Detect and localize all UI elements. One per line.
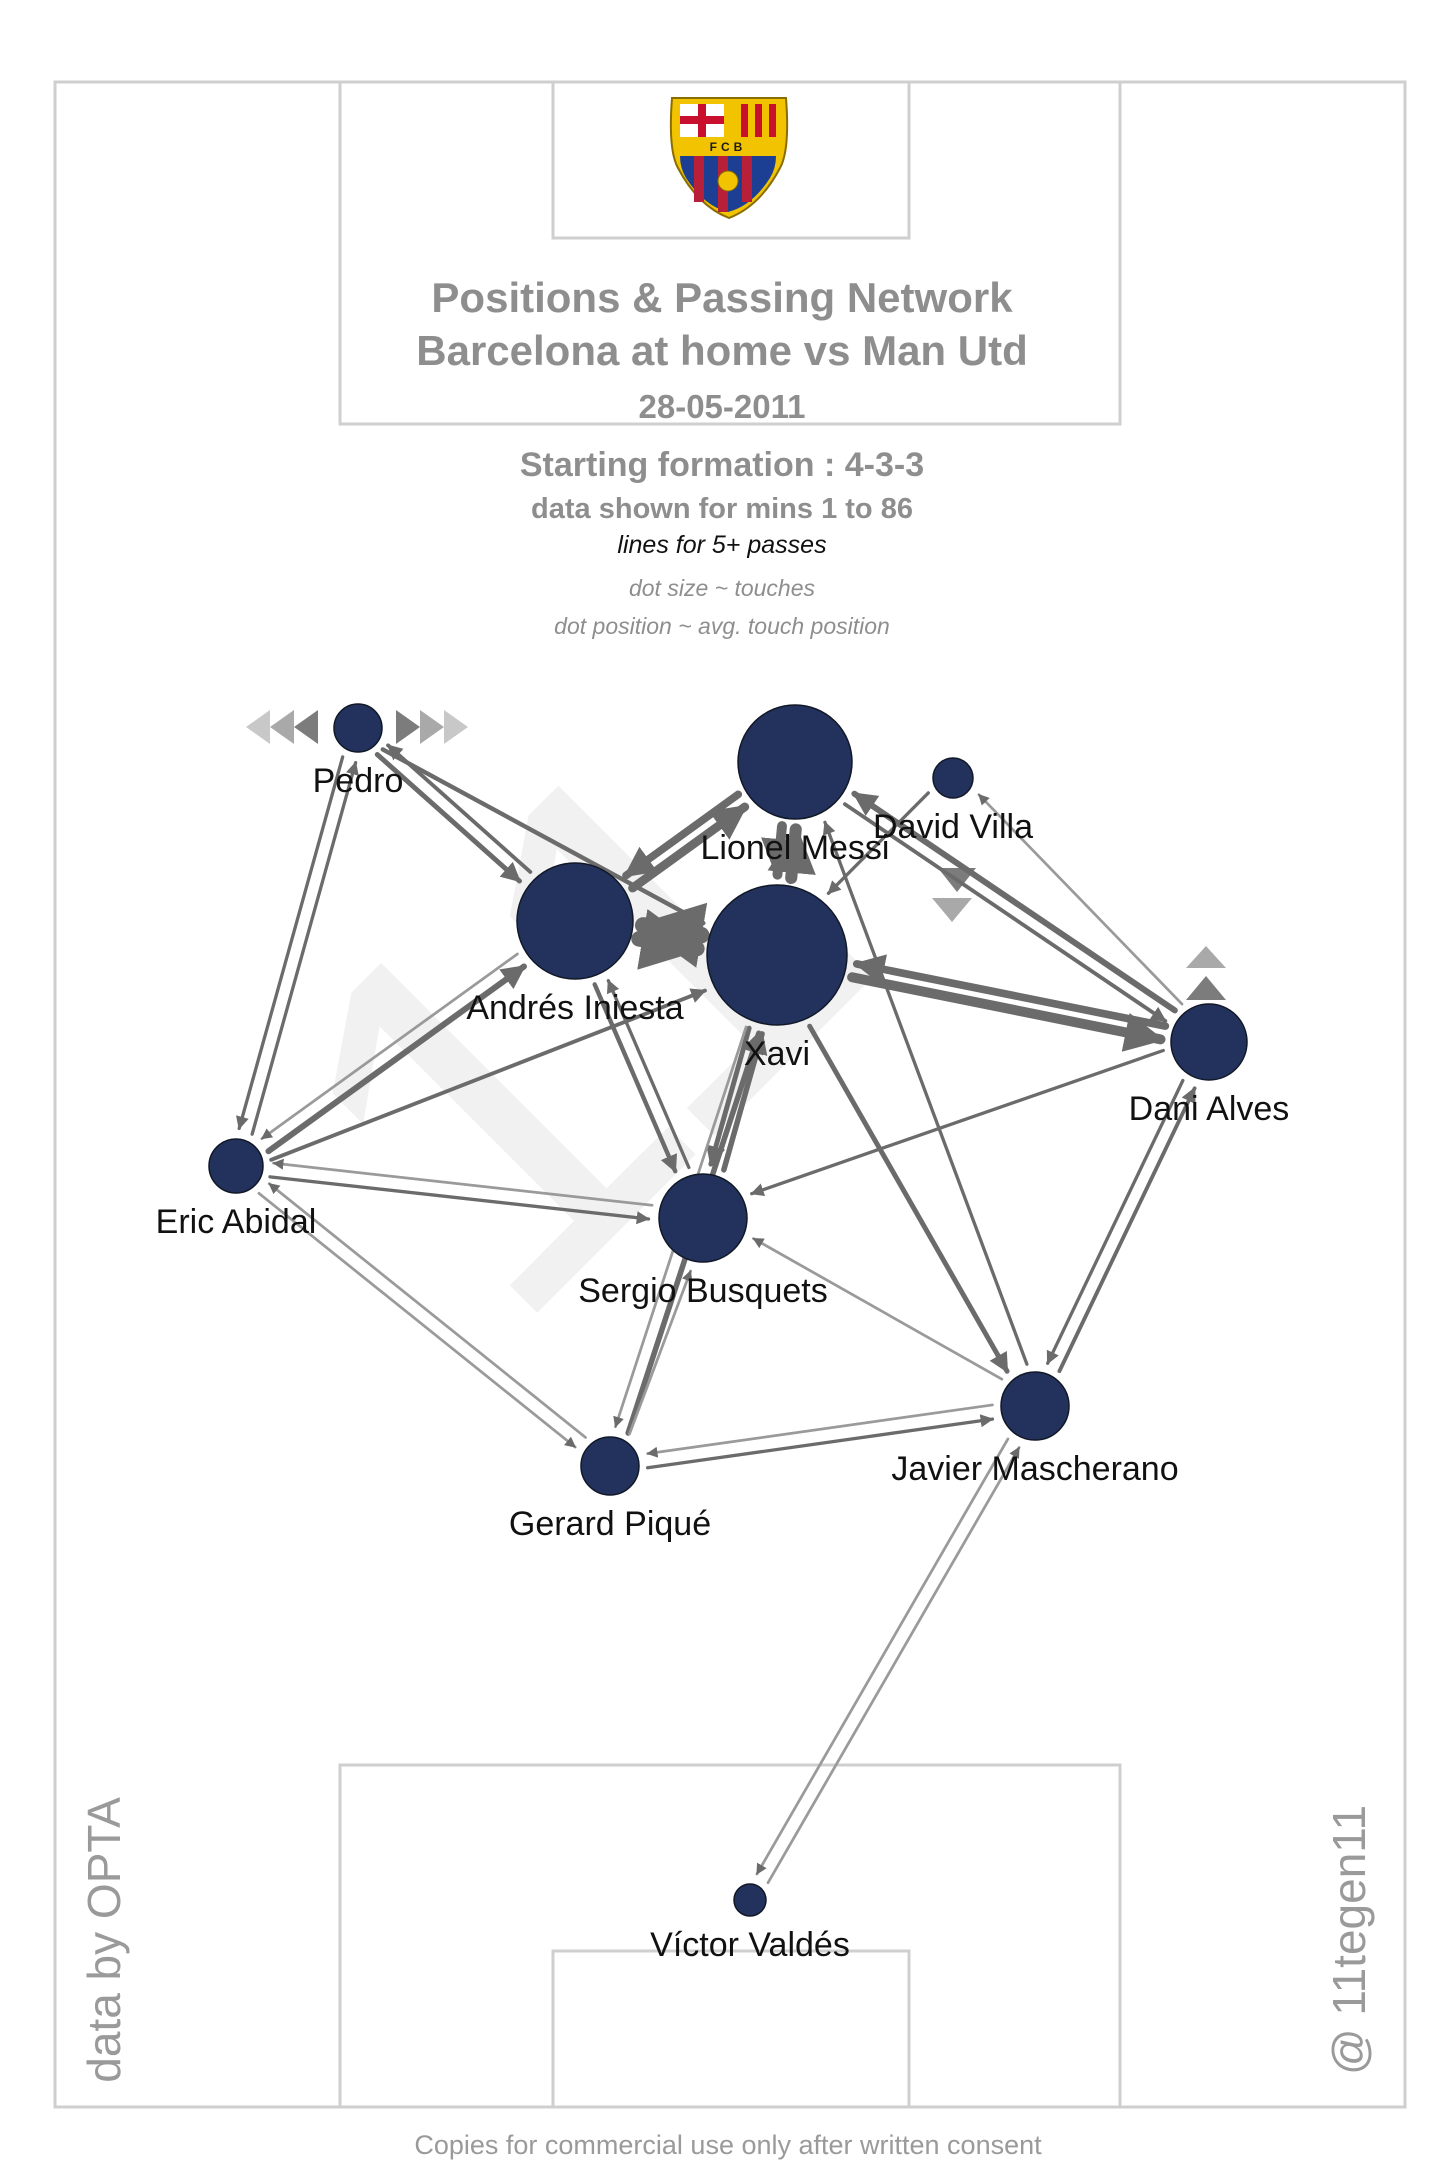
player-node-gerard-pique — [580, 1436, 640, 1496]
pass-line-pedro-to-andres-iniesta — [374, 752, 523, 884]
pitch — [53, 80, 1407, 2109]
pass-line-lionel-messi-to-xavi — [761, 821, 801, 880]
player-label-javier-mascherano: Javier Mascherano — [891, 1450, 1178, 1488]
pass-line-dani-alves-to-xavi — [852, 954, 1170, 1030]
player-label-victor-valdes: Víctor Valdés — [650, 1926, 850, 1964]
player-node-eric-abidal — [208, 1138, 264, 1194]
pass-line-gerard-pique-to-javier-mascherano — [645, 1414, 995, 1470]
pass-line-dani-alves-to-javier-mascherano — [1046, 1078, 1185, 1365]
arrow-right-icon — [444, 710, 468, 744]
pass-line-eric-abidal-to-gerard-pique — [257, 1191, 577, 1449]
arrow-up-icon — [1186, 976, 1226, 1000]
copyright-footer: Copies for commercial use only after wri… — [414, 2130, 1042, 2160]
chart-title-line1: Positions & Passing Network — [431, 274, 1013, 321]
arrow-right-icon — [420, 710, 444, 744]
player-node-lionel-messi — [737, 704, 853, 820]
pass-line-victor-valdes-to-javier-mascherano — [766, 1446, 1021, 1885]
top-goal-box — [551, 80, 911, 240]
data-source-label: data by OPTA — [78, 1797, 130, 2083]
pass-line-sergio-busquets-to-andres-iniesta — [606, 979, 691, 1170]
pass-line-pedro-to-eric-abidal — [236, 755, 345, 1131]
size-note: dot size ~ touches — [629, 575, 816, 601]
pass-line-gerard-pique-to-eric-abidal — [267, 1182, 587, 1439]
player-label-dani-alves: Dani Alves — [1129, 1090, 1290, 1128]
player-node-dani-alves — [1170, 1003, 1248, 1081]
player-label-gerard-pique: Gerard Piqué — [509, 1505, 711, 1543]
pass-line-javier-mascherano-to-victor-valdes — [755, 1437, 1010, 1876]
pass-line-eric-abidal-to-sergio-busquets — [268, 1175, 651, 1225]
pass-line-javier-mascherano-to-gerard-pique — [646, 1403, 994, 1458]
arrow-left-icon — [246, 710, 270, 744]
pass-line-lionel-messi-to-andres-iniesta — [622, 790, 743, 880]
player-label-david-villa: David Villa — [873, 808, 1033, 846]
fcb-crest: FCB — [669, 97, 789, 220]
pass-line-lionel-messi-to-dani-alves — [842, 802, 1168, 1023]
arrow-up-icon — [1186, 946, 1226, 968]
player-node-pedro — [333, 703, 383, 753]
player-label-sergio-busquets: Sergio Busquets — [578, 1272, 828, 1310]
player-node-victor-valdes — [733, 1883, 767, 1917]
player-node-sergio-busquets — [658, 1173, 748, 1263]
pass-line-eric-abidal-to-xavi — [269, 988, 707, 1162]
player-node-javier-mascherano — [1000, 1371, 1070, 1441]
minutes-text: data shown for mins 1 to 86 — [531, 493, 913, 525]
pass-line-dani-alves-to-david-villa — [977, 793, 1184, 1006]
pass-line-david-villa-to-xavi — [826, 791, 930, 895]
position-note: dot position ~ avg. touch position — [554, 613, 890, 639]
player-label-lionel-messi: Lionel Messi — [701, 829, 890, 867]
formation-text: Starting formation : 4-3-3 — [520, 446, 924, 484]
pass-line-javier-mascherano-to-lionel-messi — [822, 820, 1029, 1366]
player-node-andres-iniesta — [516, 862, 634, 980]
pass-line-dani-alves-to-sergio-busquets — [750, 1048, 1165, 1196]
pass-line-dani-alves-to-lionel-messi — [851, 790, 1178, 1014]
pass-line-sergio-busquets-to-eric-abidal — [272, 1158, 654, 1207]
player-label-andres-iniesta: Andrés Iniesta — [466, 989, 683, 1027]
pass-line-pedro-to-xavi — [380, 747, 706, 926]
pass-line-xavi-to-javier-mascherano — [807, 1023, 1010, 1374]
crest-letters: FCB — [710, 140, 747, 154]
pass-lines — [236, 743, 1197, 1885]
pass-line-javier-mascherano-to-sergio-busquets — [752, 1237, 1004, 1381]
lines-note: lines for 5+ passes — [617, 531, 826, 559]
pass-line-javier-mascherano-to-dani-alves — [1057, 1086, 1197, 1374]
pass-line-eric-abidal-to-andres-iniesta — [265, 963, 528, 1155]
player-label-eric-abidal: Eric Abidal — [156, 1203, 317, 1241]
arrow-left-icon — [294, 710, 318, 744]
player-nodes — [208, 703, 1248, 1917]
pass-line-gerard-pique-to-sergio-busquets — [628, 1269, 693, 1436]
pass-line-xavi-to-dani-alves — [847, 972, 1166, 1052]
arrow-right-icon — [396, 710, 420, 744]
player-label-pedro: Pedro — [313, 762, 404, 800]
author-handle: @ 11tegen11 — [1323, 1805, 1375, 2075]
player-node-david-villa — [932, 757, 974, 799]
bottom-goal-box — [551, 1949, 911, 2109]
pass-line-sergio-busquets-to-xavi — [721, 1031, 768, 1173]
player-node-xavi — [706, 884, 848, 1026]
arrow-left-icon — [270, 710, 294, 744]
match-date: 28-05-2011 — [639, 388, 806, 425]
player-label-xavi: Xavi — [744, 1035, 810, 1073]
chart-title-line2: Barcelona at home vs Man Utd — [416, 327, 1027, 374]
pass-line-andres-iniesta-to-sergio-busquets — [592, 982, 678, 1174]
pass-line-andres-iniesta-to-xavi — [631, 909, 705, 970]
pass-line-andres-iniesta-to-eric-abidal — [260, 952, 519, 1141]
arrow-down-icon — [932, 898, 972, 922]
pass-line-eric-abidal-to-pedro — [250, 760, 359, 1136]
